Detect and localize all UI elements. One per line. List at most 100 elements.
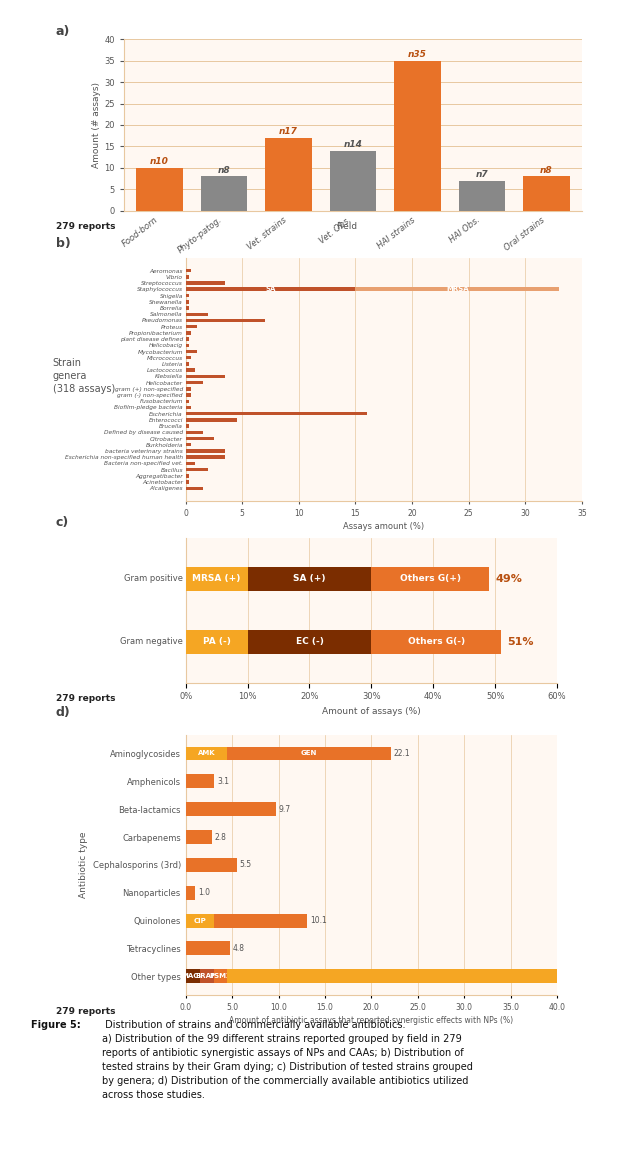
Bar [459,180,505,211]
Bar [186,307,189,310]
Text: EC (-): EC (-) [295,638,324,647]
X-axis label: Assays amount (%): Assays amount (%) [343,522,425,531]
Text: 279 reports: 279 reports [56,1007,115,1016]
Bar [186,456,225,459]
X-axis label: Amount of assays (%): Amount of assays (%) [322,707,421,716]
Bar [228,970,619,983]
Bar [186,467,209,471]
Bar [186,325,197,329]
Bar [186,462,195,465]
Bar [186,349,197,353]
Text: 5.5: 5.5 [240,861,252,869]
Bar [186,338,189,341]
Text: Others G(+): Others G(+) [400,574,461,583]
Text: c): c) [56,516,69,529]
Bar [186,406,191,410]
Text: Distribution of strains and commercially available antibiotics.
a) Distribution : Distribution of strains and commercially… [102,1020,473,1100]
Bar [186,412,367,415]
Text: Others G(-): Others G(-) [408,638,465,647]
Text: 3.1: 3.1 [217,776,229,786]
Text: CIP: CIP [193,918,206,923]
Text: SA (+): SA (+) [293,574,326,583]
Bar [186,425,189,428]
Bar [214,914,307,928]
Bar [186,287,355,292]
Text: n7: n7 [475,170,488,179]
Bar [186,362,189,366]
Bar [186,388,191,391]
Bar [186,443,191,447]
Text: MRSA: MRSA [446,287,469,293]
Bar [228,746,391,760]
Bar [186,487,202,489]
Bar [186,774,215,788]
Bar [394,60,441,211]
Bar [248,567,371,591]
Text: PSMX: PSMX [209,973,232,979]
Text: Strain
genera
(318 assays): Strain genera (318 assays) [53,358,115,395]
Bar [186,381,202,384]
Text: d): d) [56,706,71,718]
Text: 10.1: 10.1 [310,916,327,926]
Bar [186,393,191,397]
Text: n8: n8 [540,165,553,175]
Bar [186,281,225,285]
Bar [186,294,189,297]
Bar [371,567,489,591]
Bar [186,567,248,591]
Bar [186,629,248,654]
Bar [186,344,189,347]
Y-axis label: Amount (# assays): Amount (# assays) [92,82,102,168]
Bar [186,300,189,303]
Bar [186,970,199,983]
Text: n17: n17 [279,127,298,137]
Bar [186,802,276,816]
Text: 279 reports: 279 reports [56,694,115,703]
Text: MRSA (+): MRSA (+) [193,574,241,583]
Text: Gram negative: Gram negative [119,638,183,647]
Bar [186,474,189,478]
Bar [186,914,214,928]
Bar [523,176,569,211]
Text: AMK: AMK [198,751,215,757]
Bar [201,176,247,211]
Bar [186,830,212,843]
Text: Figure 5:: Figure 5: [31,1020,80,1031]
Text: 1.0: 1.0 [198,889,210,897]
Text: 22.1: 22.1 [394,749,410,758]
Bar [186,942,230,956]
Bar [248,629,371,654]
Text: Gram positive: Gram positive [124,574,183,583]
X-axis label: Amount of antibiotic assays that reported synergistic effects with NPs (%): Amount of antibiotic assays that reporte… [229,1016,514,1025]
Bar [186,746,228,760]
Y-axis label: Antibiotic type: Antibiotic type [79,832,89,898]
Bar [186,375,225,378]
Text: n8: n8 [217,165,230,175]
Text: GEN: GEN [301,751,318,757]
Bar [186,312,209,316]
Text: BRAN: BRAN [196,973,217,979]
Bar [186,418,236,421]
Bar [186,886,195,900]
Bar [186,319,265,322]
Text: n14: n14 [344,140,362,149]
Bar [199,970,214,983]
Bar [186,857,236,872]
Bar [186,449,225,452]
Text: 2.8: 2.8 [215,833,227,841]
Bar [371,629,501,654]
Bar [186,430,202,434]
Text: 49%: 49% [495,574,522,584]
Text: PA (-): PA (-) [202,638,231,647]
Text: 279 reports: 279 reports [56,222,115,231]
Bar [186,399,189,403]
Bar [186,437,214,440]
Bar [186,480,189,484]
Text: SA: SA [266,287,276,293]
Text: a): a) [56,25,70,38]
Text: b): b) [56,237,71,250]
Text: 51%: 51% [508,636,534,647]
Text: Field: Field [336,222,357,231]
Text: n10: n10 [150,157,169,167]
Text: 9.7: 9.7 [279,804,291,813]
